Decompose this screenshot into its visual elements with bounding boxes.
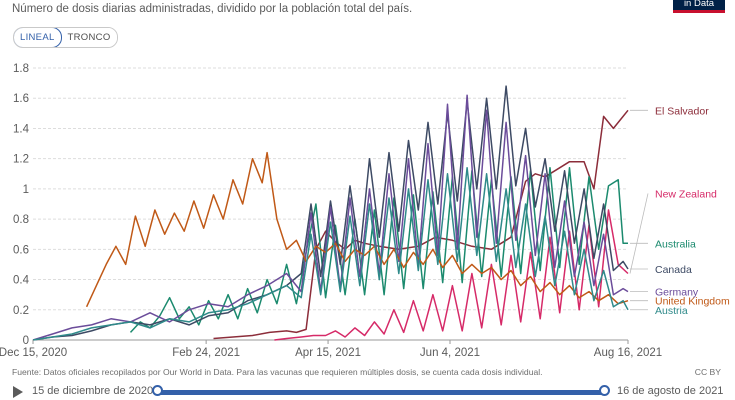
series-line-new-zealand xyxy=(274,209,629,341)
series-line-australia xyxy=(129,166,628,333)
y-tick-label: 0.4 xyxy=(13,275,30,287)
y-tick-label: 1.6 xyxy=(13,93,29,105)
legend-label-australia: Australia xyxy=(655,238,696,250)
y-tick-label: 0.2 xyxy=(13,305,29,317)
y-tick-label: 0.6 xyxy=(13,244,29,256)
y-tick-label: 1 xyxy=(23,184,29,196)
license-link[interactable]: CC BY xyxy=(694,367,721,377)
x-tick-label: Jun 4, 2021 xyxy=(420,347,480,359)
y-tick-label: 1.8 xyxy=(13,63,29,75)
legend-label-austria: Austria xyxy=(655,305,688,317)
x-tick-label: Apr 15, 2021 xyxy=(295,347,361,359)
x-tick-label: Feb 24, 2021 xyxy=(172,347,240,359)
timeline-start-label: 15 de diciembre de 2020 xyxy=(32,385,154,397)
series-line-austria xyxy=(32,166,629,341)
timeline-end-label: 16 de agosto de 2021 xyxy=(617,385,724,397)
timeline-end-handle[interactable] xyxy=(599,385,610,396)
series-line-el-salvador xyxy=(213,109,629,340)
series-layer xyxy=(32,85,629,341)
y-tick-label: 1.4 xyxy=(13,123,30,135)
linear-scale-button[interactable]: LINEAL xyxy=(13,28,62,47)
legend-label-new-zealand: New Zealand xyxy=(655,188,717,200)
y-tick-label: 1.2 xyxy=(13,154,29,166)
legend-label-germany: Germany xyxy=(655,287,699,299)
log-scale-button[interactable]: TRONCO xyxy=(61,28,117,47)
series-line-canada xyxy=(32,85,629,341)
play-icon[interactable] xyxy=(13,386,23,398)
y-tick-label: 0 xyxy=(23,335,29,347)
legend-label-united-kingdom: United Kingdom xyxy=(655,296,730,308)
y-tick-label: 0.8 xyxy=(13,214,29,226)
timeline-track[interactable] xyxy=(157,390,605,395)
legend-label-canada: Canada xyxy=(655,264,692,276)
timeline: 15 de diciembre de 2020 16 de agosto de … xyxy=(0,382,735,400)
legend-connector-new-zealand xyxy=(629,193,649,274)
x-tick-label: Dec 15, 2020 xyxy=(0,347,67,359)
legend: El Salvador New Zealand Australia Canada Ger… xyxy=(629,105,730,317)
scale-toggle: LINEAL TRONCO xyxy=(13,27,118,48)
series-line-germany xyxy=(32,94,629,341)
line-chart: 0 0.2 0.4 0.6 0.8 1 1.2 1.4 1.6 1.8 Dec 15, 2020 F… xyxy=(0,63,730,359)
timeline-start-handle[interactable] xyxy=(152,385,163,396)
x-axis: Dec 15, 2020 Feb 24, 2021 Apr 15, 2021 Jun … xyxy=(0,340,662,359)
y-axis: 0 0.2 0.4 0.6 0.8 1 1.2 1.4 1.6 1.8 xyxy=(13,63,30,347)
legend-label-el-salvador: El Salvador xyxy=(655,105,709,117)
x-tick-label: Aug 16, 2021 xyxy=(594,347,662,359)
source-note: Fuente: Datos oficiales recopilados por … xyxy=(12,367,543,377)
owid-logo[interactable]: in Data xyxy=(673,0,725,13)
chart-subtitle: Número de dosis diarias administradas, d… xyxy=(12,3,413,15)
